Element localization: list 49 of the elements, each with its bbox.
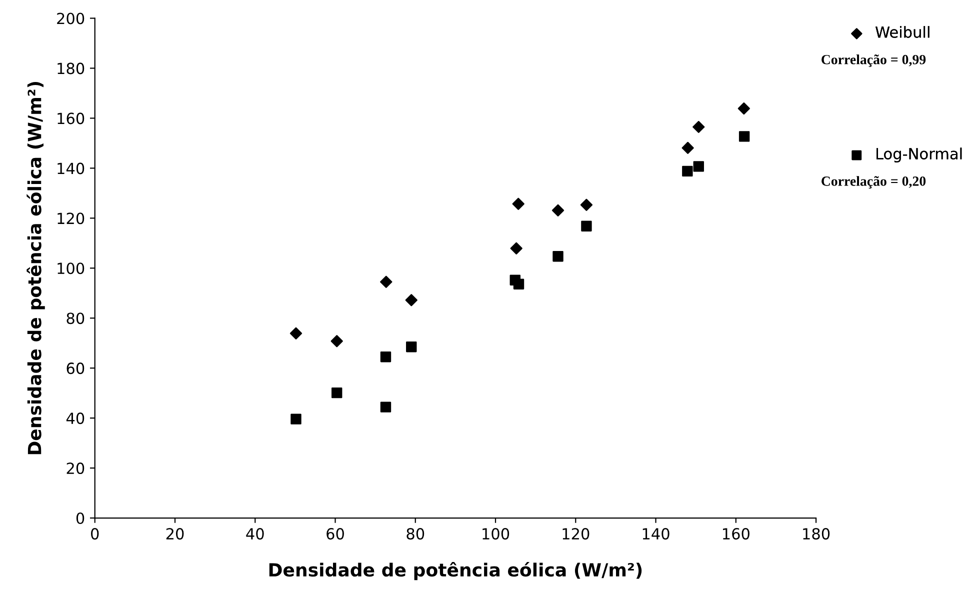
y-tick-label: 160 <box>58 112 84 124</box>
y-tick-label: 120 <box>58 212 84 224</box>
y-tick-label: 200 <box>57 12 84 24</box>
y-tick-label: 60 <box>66 362 84 374</box>
y-tick-label: 20 <box>66 462 84 474</box>
y-tick-label: 0 <box>76 512 84 524</box>
legend-label: Weibull <box>876 26 930 38</box>
point <box>380 276 392 288</box>
x-tick-label: 120 <box>562 528 590 540</box>
x-tick-label: 20 <box>166 528 184 540</box>
text: Correlação = 0,20 <box>822 176 926 189</box>
point <box>682 142 694 154</box>
y-tick-label: 140 <box>58 162 84 174</box>
point <box>580 198 593 211</box>
x-tick-label: 0 <box>91 528 99 540</box>
point <box>332 387 342 398</box>
x-tick-label: 180 <box>803 528 830 540</box>
point <box>510 242 522 254</box>
x-tick-label: 60 <box>326 528 344 540</box>
point <box>693 161 704 172</box>
y-tick-label: 80 <box>66 312 84 324</box>
point <box>738 131 750 142</box>
point <box>552 251 564 262</box>
x-tick-label: 40 <box>246 528 264 540</box>
point <box>330 335 343 348</box>
point <box>738 102 750 115</box>
y-tick-label: 100 <box>58 262 84 274</box>
point <box>512 198 524 210</box>
point <box>682 166 693 177</box>
x-tick-label: 80 <box>406 528 424 540</box>
legend-label: Log-Normal <box>876 148 962 162</box>
point <box>290 327 302 340</box>
point <box>692 120 705 134</box>
point <box>380 351 392 362</box>
x-tick-label: 140 <box>642 528 670 540</box>
point <box>513 278 524 290</box>
point <box>405 294 418 306</box>
point <box>552 204 564 216</box>
point <box>581 220 592 232</box>
point <box>406 341 417 352</box>
y-tick-label: 180 <box>58 62 84 74</box>
y-tick-label: 40 <box>66 412 84 424</box>
x-axis-title: Densidade de potência eólica (W/m²) <box>269 562 642 580</box>
x-tick-label: 100 <box>482 528 510 540</box>
point <box>380 402 392 412</box>
text: Correlação = 0,99 <box>822 54 926 67</box>
point <box>290 414 302 424</box>
y-axis-title: Densidade de potência eólica (W/m²) <box>26 82 45 454</box>
x-tick-label: 160 <box>722 528 750 540</box>
